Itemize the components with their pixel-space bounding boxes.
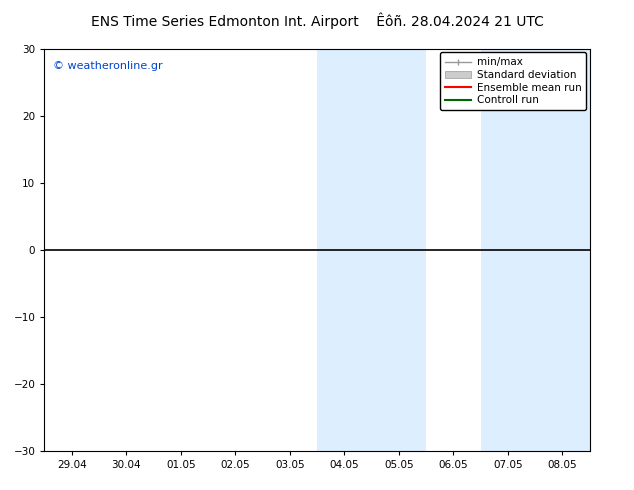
Bar: [535, 49, 590, 451]
Text: © weatheronline.gr: © weatheronline.gr: [53, 61, 162, 71]
Bar: [372, 49, 426, 451]
Bar: [317, 49, 372, 451]
Text: ENS Time Series Edmonton Int. Airport    Êôñ. 28.04.2024 21 UTC: ENS Time Series Edmonton Int. Airport Êô…: [91, 12, 543, 29]
Bar: [481, 49, 535, 451]
Legend: min/max, Standard deviation, Ensemble mean run, Controll run: min/max, Standard deviation, Ensemble me…: [440, 52, 586, 110]
